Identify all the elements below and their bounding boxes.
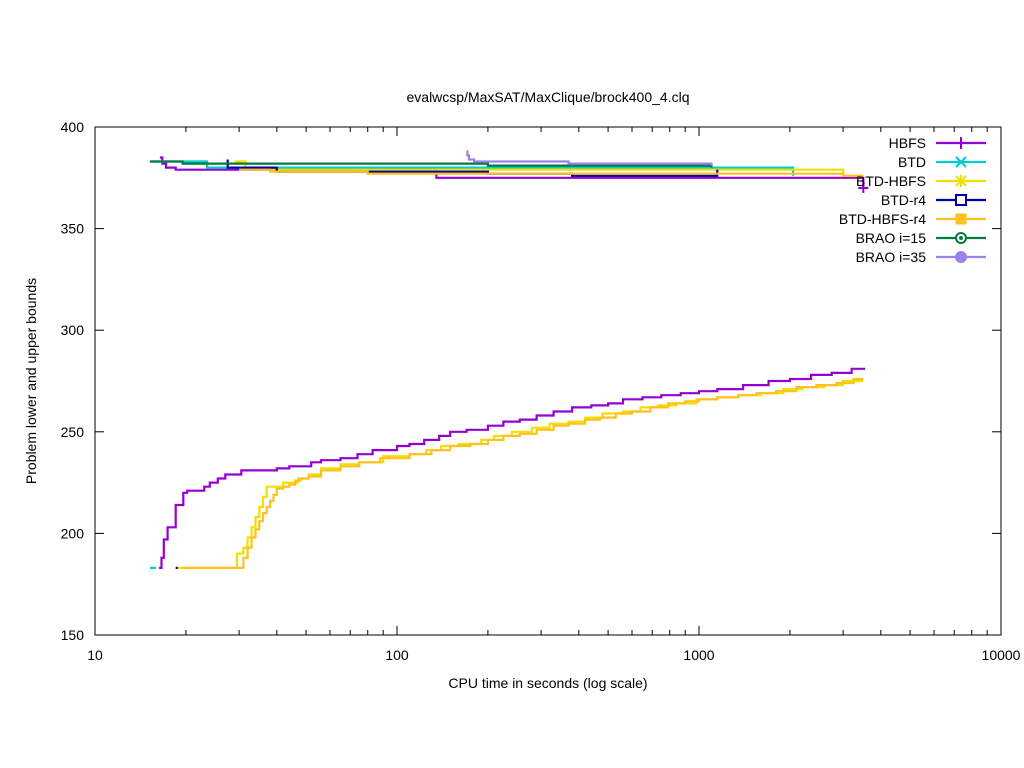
y-tick-label: 300 [61,322,85,338]
legend-marker-filled-circle [955,251,967,263]
y-tick-label: 150 [61,627,85,643]
x-tick-label: 10000 [982,647,1021,663]
legend-marker-star [955,175,967,187]
series-layer [149,150,869,569]
legend-item-brao-i-35: BRAO i=35 [856,249,986,265]
x-tick-label: 10 [87,647,103,663]
x-tick-label: 1000 [683,647,714,663]
legend-label: HBFS [889,135,926,151]
y-tick-label: 200 [61,525,85,541]
legend-item-btd-hbfs: BTD-HBFS [856,173,986,189]
series-btd-hbfs-lower-line [175,379,864,569]
plot-frame [94,126,1002,636]
y-tick-label: 400 [61,119,85,135]
legend-marker-filled-square [955,213,967,225]
series-btd-hbfs-r4-upper-line [239,168,864,177]
legend-item-hbfs: HBFS [889,135,986,151]
legend-label: BTD-HBFS-r4 [839,211,926,227]
legend-item-brao-i-15: BRAO i=15 [856,230,986,246]
legend-label: BRAO i=35 [856,249,927,265]
series-hbfs-end-marker [858,182,869,193]
series-hbfs-lower-line [159,367,866,569]
legend-marker-x [955,156,967,168]
legend-item-btd: BTD [898,154,986,170]
y-tick-label: 350 [61,221,85,237]
legend-marker-square [955,194,967,206]
legend-item-btd-r4: BTD-r4 [881,192,986,208]
y-tick-label: 250 [61,424,85,440]
chart-title: evalwcsp/MaxSAT/MaxClique/brock400_4.clq [407,89,690,105]
x-axis-label: CPU time in seconds (log scale) [448,675,647,691]
legend-label: BTD-HBFS [856,173,926,189]
series-btd-hbfs-r4-lower-line [182,377,864,569]
legend-label: BRAO i=15 [856,230,927,246]
legend-marker-plus [955,137,967,149]
legend-label: BTD-r4 [881,192,926,208]
legend-label: BTD [898,154,926,170]
y-axis-label: Problem lower and upper bounds [23,278,39,484]
legend-item-btd-hbfs-r4: BTD-HBFS-r4 [839,211,986,227]
legend-marker-circle [955,232,967,244]
x-tick-label: 100 [385,647,409,663]
axis-layer: 150 200 250 300 350 400 10 100 1000 10000 [61,119,1021,663]
legend: HBFS BTD BTD-HBFS BTD-r4 BTD-HBFS-r4 BRAO i=1… [839,135,986,265]
series-brao-i-35-upper-line [466,150,713,166]
